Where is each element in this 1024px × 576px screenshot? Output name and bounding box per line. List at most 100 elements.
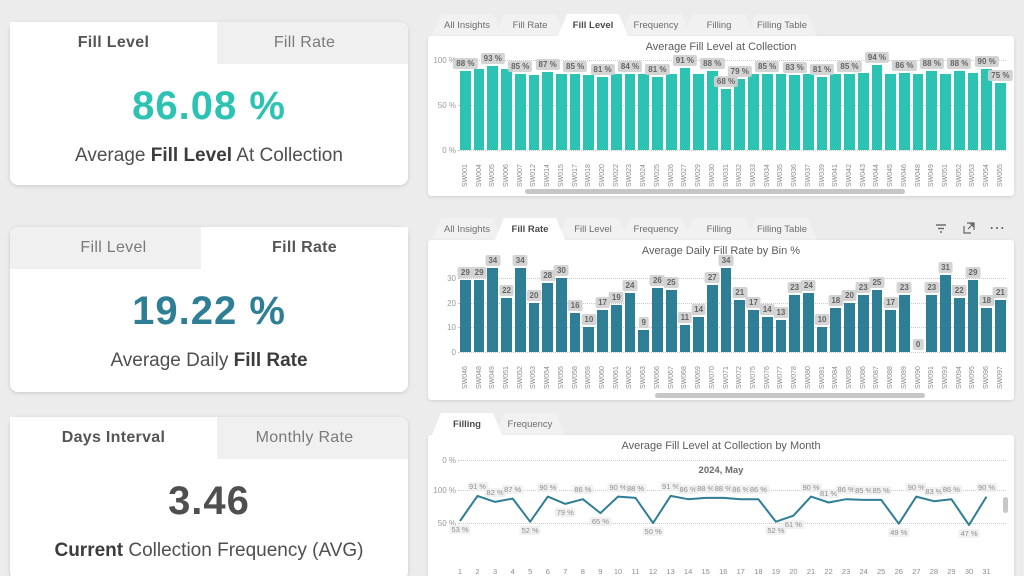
bar-sw007[interactable]: [514, 73, 526, 150]
bar-sw001[interactable]: [460, 70, 471, 150]
bar-sw054[interactable]: [542, 282, 554, 352]
tab-filling-table[interactable]: Filling Table: [747, 14, 817, 36]
bar-sw022[interactable]: [610, 73, 622, 150]
kpi-tab-fill-rate[interactable]: Fill Rate: [201, 22, 408, 64]
bar-sw005[interactable]: [487, 66, 499, 150]
bar-sw093[interactable]: [940, 275, 951, 352]
bar-sw091[interactable]: [926, 295, 938, 352]
bar-sw071[interactable]: [720, 268, 732, 352]
bar-sw027[interactable]: [679, 68, 691, 150]
bar-sw012[interactable]: [528, 75, 540, 150]
bar-sw059[interactable]: [583, 327, 595, 352]
focus-mode-icon[interactable]: [962, 221, 976, 235]
tab-fill-rate[interactable]: Fill Rate: [495, 14, 565, 36]
bar-sw044[interactable]: [871, 65, 883, 150]
bar-sw045[interactable]: [885, 74, 896, 150]
bar-sw062[interactable]: [624, 292, 636, 352]
bar-sw051[interactable]: [501, 297, 512, 352]
bar-sw061[interactable]: [610, 305, 622, 352]
horizontal-scrollbar[interactable]: [525, 189, 905, 194]
tab-fill-level[interactable]: Fill Level: [558, 14, 628, 36]
bar-sw034[interactable]: [761, 73, 773, 150]
bar-sw075[interactable]: [748, 310, 759, 352]
bar-sw095[interactable]: [967, 280, 979, 352]
bar-sw026[interactable]: [665, 74, 677, 150]
bar-sw094[interactable]: [953, 297, 965, 352]
bar-sw046[interactable]: [460, 280, 471, 352]
bar-sw060[interactable]: [597, 310, 608, 352]
bar-sw004[interactable]: [473, 69, 485, 150]
tab-fill-rate[interactable]: Fill Rate: [495, 218, 565, 240]
bar-sw055[interactable]: [995, 82, 1006, 150]
tab-filling[interactable]: Filling: [432, 413, 502, 435]
bar-sw029[interactable]: [693, 73, 704, 150]
bar-sw039[interactable]: [816, 77, 828, 150]
bar-sw086[interactable]: [857, 295, 869, 352]
bar-sw076[interactable]: [761, 317, 773, 352]
kpi-tab-fill-rate[interactable]: Fill Rate: [201, 227, 408, 269]
bar-sw042[interactable]: [844, 73, 855, 150]
bar-sw015[interactable]: [556, 74, 567, 150]
bar-sw070[interactable]: [706, 285, 718, 352]
bar-sw006[interactable]: [501, 69, 512, 150]
bar-sw078[interactable]: [789, 295, 800, 352]
bar-sw072[interactable]: [734, 300, 746, 352]
bar-sw035[interactable]: [775, 74, 787, 150]
bar-sw054[interactable]: [981, 69, 993, 150]
bar-sw033[interactable]: [748, 74, 759, 150]
bar-sw032[interactable]: [734, 78, 746, 150]
bar-sw052[interactable]: [514, 268, 526, 352]
bar-sw085[interactable]: [844, 302, 855, 352]
vertical-scrollbar[interactable]: [1003, 497, 1008, 513]
bar-sw053[interactable]: [528, 302, 540, 352]
tab-frequency[interactable]: Frequency: [621, 218, 691, 240]
bar-sw067[interactable]: [665, 290, 677, 352]
kpi-tab-fill-level[interactable]: Fill Level: [10, 227, 217, 269]
bar-sw055[interactable]: [556, 277, 567, 352]
tab-filling[interactable]: Filling: [684, 14, 754, 36]
bar-sw049[interactable]: [487, 268, 499, 352]
bar-sw037[interactable]: [802, 73, 814, 150]
bar-sw041[interactable]: [830, 74, 842, 150]
bar-sw048[interactable]: [912, 74, 924, 150]
bar-sw053[interactable]: [967, 72, 979, 150]
bar-sw017[interactable]: [569, 73, 581, 150]
bar-sw014[interactable]: [542, 71, 554, 150]
bar-sw081[interactable]: [816, 327, 828, 352]
bar-sw066[interactable]: [652, 287, 663, 352]
bar-sw025[interactable]: [652, 77, 663, 150]
bar-sw030[interactable]: [706, 70, 718, 150]
tab-all-insights[interactable]: All Insights: [432, 14, 502, 36]
bar-sw058[interactable]: [569, 312, 581, 352]
bar-sw031[interactable]: [720, 88, 732, 150]
bar-sw089[interactable]: [899, 295, 910, 352]
kpi-tab-days-interval[interactable]: Days Interval: [10, 417, 217, 459]
bar-sw063[interactable]: [638, 329, 650, 352]
kpi-tab-fill-level[interactable]: Fill Level: [10, 22, 217, 64]
bar-sw043[interactable]: [857, 72, 869, 150]
tab-filling[interactable]: Filling: [684, 218, 754, 240]
bar-sw087[interactable]: [871, 290, 883, 352]
horizontal-scrollbar[interactable]: [655, 393, 925, 398]
bar-sw048[interactable]: [473, 280, 485, 352]
tab-frequency[interactable]: Frequency: [495, 413, 565, 435]
bar-sw046[interactable]: [899, 72, 910, 150]
bar-sw084[interactable]: [830, 307, 842, 352]
bar-sw068[interactable]: [679, 324, 691, 352]
bar-sw077[interactable]: [775, 319, 787, 352]
trend-line[interactable]: [459, 494, 988, 526]
tab-fill-level[interactable]: Fill Level: [558, 218, 628, 240]
bar-sw052[interactable]: [953, 70, 965, 150]
bar-sw069[interactable]: [693, 317, 704, 352]
bar-sw020[interactable]: [597, 77, 608, 150]
bar-sw096[interactable]: [981, 307, 993, 352]
bar-sw097[interactable]: [995, 300, 1006, 352]
filter-icon[interactable]: [934, 221, 948, 235]
bar-sw088[interactable]: [885, 310, 896, 352]
more-options-icon[interactable]: ⋯: [989, 220, 1005, 237]
bar-sw024[interactable]: [638, 73, 650, 150]
kpi-tab-monthly-rate[interactable]: Monthly Rate: [201, 417, 408, 459]
bar-sw023[interactable]: [624, 74, 636, 150]
bar-sw018[interactable]: [583, 75, 595, 150]
bar-sw036[interactable]: [789, 75, 800, 150]
